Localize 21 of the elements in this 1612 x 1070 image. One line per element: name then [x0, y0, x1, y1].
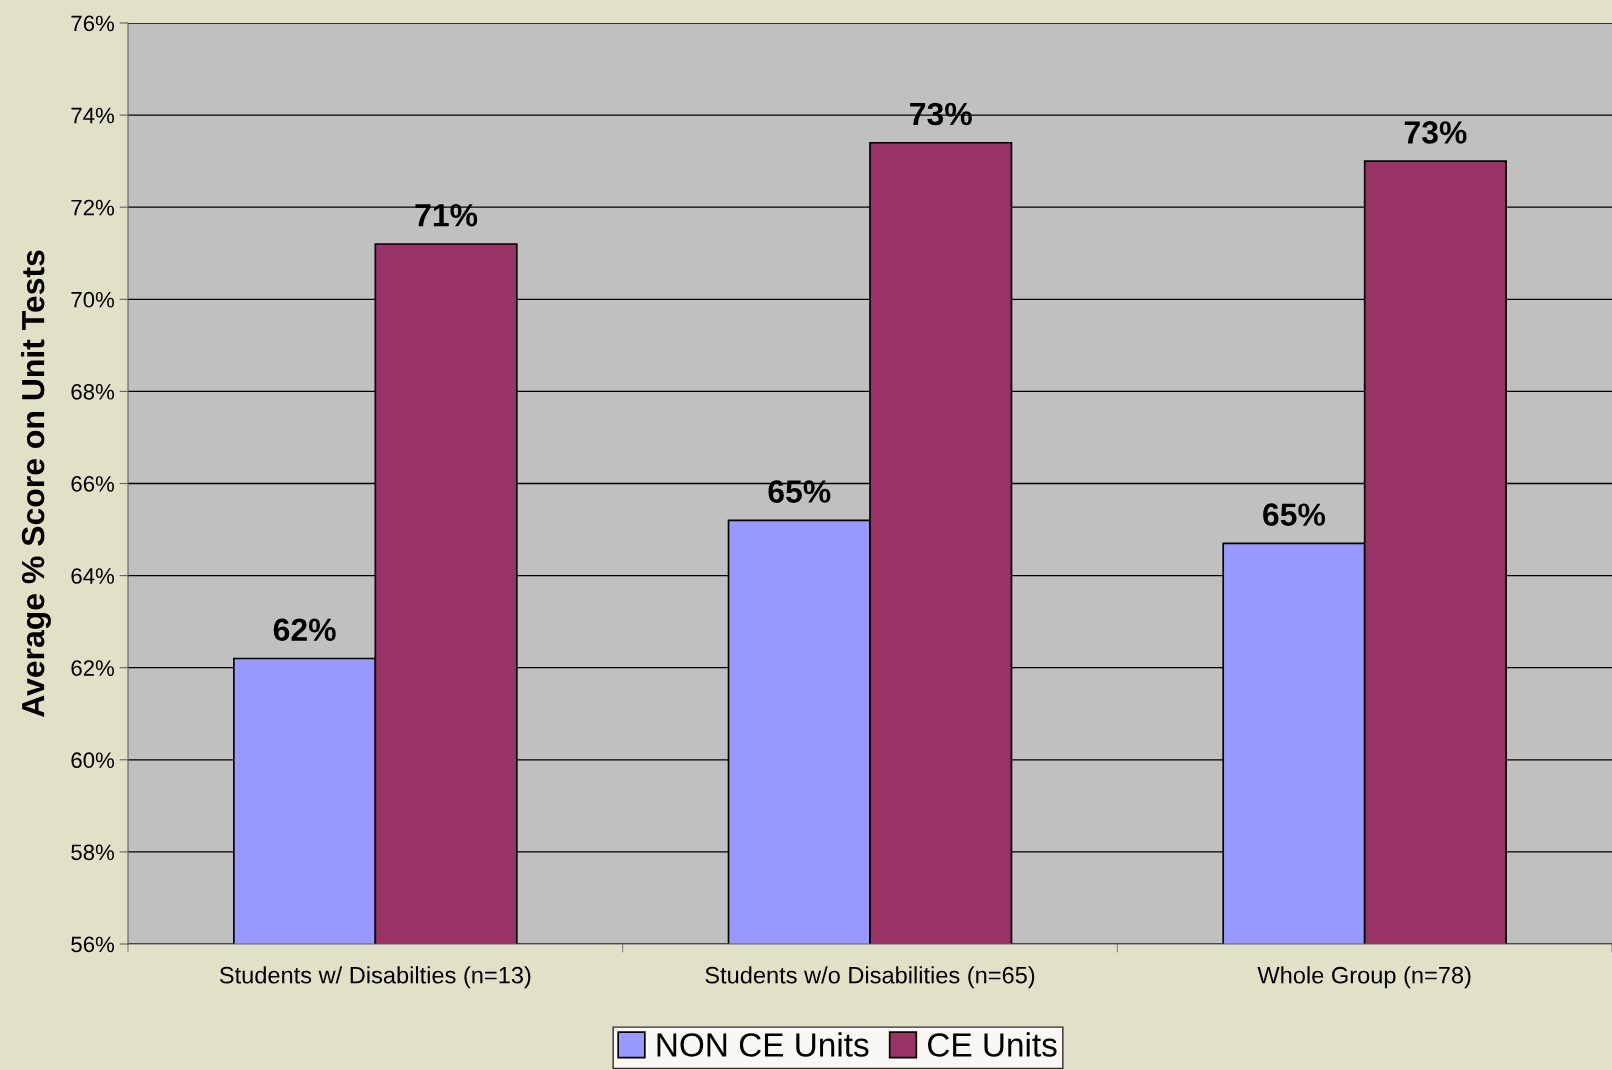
legend-label: NON CE Units — [657, 1032, 869, 1057]
y-tick-label: 72% — [71, 199, 115, 216]
x-tick-label: Students w/o Disabilities (n=65) — [705, 966, 1035, 989]
data-label: 65% — [1263, 503, 1326, 526]
y-tick-label: 68% — [71, 383, 115, 400]
data-label: 62% — [273, 618, 336, 642]
data-label: 73% — [1404, 121, 1467, 144]
data-label: 71% — [415, 204, 478, 227]
y-tick-label: 56% — [71, 936, 115, 953]
y-tick-label: 74% — [71, 107, 115, 124]
y-tick-label: 62% — [71, 660, 115, 676]
legend-label: CE Units — [928, 1032, 1057, 1057]
x-tick-label: Students w/ Disabilties (n=13) — [219, 966, 531, 989]
y-tick-label: 64% — [71, 568, 115, 584]
y-tick-label: 70% — [71, 291, 115, 308]
y-tick-label: 76% — [71, 15, 115, 32]
x-tick-label: Whole Group (n=78) — [1257, 966, 1471, 989]
y-tick-label: 66% — [71, 476, 115, 492]
y-axis-title: Average % Score on Unit Tests — [20, 250, 51, 718]
y-tick-label: 60% — [71, 752, 115, 769]
y-tick-label: 58% — [71, 844, 115, 861]
